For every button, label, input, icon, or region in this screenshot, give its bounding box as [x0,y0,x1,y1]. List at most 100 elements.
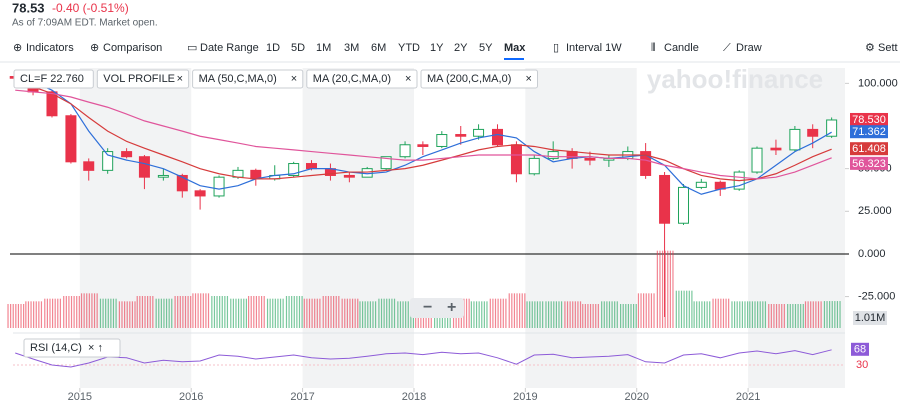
price-label: 78.530 [852,114,886,126]
volume-bar [102,298,104,328]
volume-bar [757,301,759,328]
candle-body [751,147,763,173]
chip-close[interactable]: × [177,73,183,85]
volume-bar [54,298,56,328]
toolbar-item[interactable]: 5Y [479,42,493,54]
volume-bar [27,301,30,328]
chip-close[interactable]: × [405,73,411,85]
volume-bar [44,298,46,328]
volume-bar [497,298,499,328]
volume-bar [110,298,112,328]
candle-body [46,91,58,117]
volume-bar [80,293,83,328]
chip[interactable] [420,69,538,89]
volume-bar [667,250,669,328]
candle-body [528,157,540,175]
price-label: 56.323 [852,158,886,170]
toolbar-item[interactable]: Date Range [200,42,259,54]
chip[interactable] [306,69,418,89]
volume-bar [751,301,754,328]
candle-body [695,181,707,188]
volume-bar [200,293,202,328]
volume-bar [521,293,523,328]
chip-close[interactable]: × [291,73,297,85]
volume-bar [519,293,521,328]
zoom-buttons[interactable] [410,298,464,318]
chip-label: VOL PROFILE [103,73,175,85]
volume-bar [158,298,160,328]
chip[interactable] [96,69,190,89]
volume-bar [134,301,136,328]
volume-bar [797,304,799,328]
toolbar-icon: ▭ [187,42,197,54]
chip[interactable] [192,69,304,89]
volume-bar [207,293,210,328]
volume-bar [30,301,32,328]
zoom-out[interactable]: − [423,299,432,316]
volume-bar [839,301,841,328]
volume-bar [669,250,671,328]
volume-bar [620,304,622,328]
candle-body [678,186,690,224]
volume-bar [736,301,738,328]
toolbar-item[interactable]: Candle [664,42,699,54]
candle-body [194,190,206,197]
volume-bar [589,304,592,328]
candle-body [157,174,169,178]
volume-bar [213,296,216,328]
volume-bar [693,301,695,328]
volume-bar [386,298,388,328]
volume-bar [112,298,115,328]
volume-bar [397,301,399,328]
chip-close[interactable]: × ↑ [88,342,103,354]
volume-bar [20,304,22,328]
chip[interactable] [13,69,94,89]
toolbar-item[interactable]: 1D [266,42,280,54]
toolbar-item[interactable]: Interval 1W [566,42,622,54]
toolbar-item[interactable]: 3M [344,42,359,54]
toolbar-item[interactable]: Draw [736,42,762,54]
volume-bar [511,293,513,328]
toolbar-item[interactable]: 1M [316,42,331,54]
volume-bar [86,293,88,328]
chip-close[interactable]: × [526,73,532,85]
candle-body [473,128,485,137]
volume-bar [625,304,627,328]
volume-bar [184,296,187,328]
volume-bar [640,293,642,328]
candle-body [380,156,392,170]
volume-bar [787,304,789,328]
x-tick-label: 2016 [179,391,203,403]
volume-bar [592,304,594,328]
volume-bar [269,298,271,328]
rsi-last-label: 68 [854,344,866,356]
candle-body [807,128,819,137]
toolbar-item[interactable]: Max [504,42,526,54]
volume-bar [468,298,470,328]
volume-bar [230,298,232,328]
volume-bar [391,298,393,328]
toolbar-item[interactable]: YTD [398,42,420,54]
toolbar-item[interactable]: 1Y [430,42,444,54]
zoom-in[interactable]: + [447,299,456,316]
volume-bar [802,304,804,328]
volume-bar [645,293,647,328]
volume-bar [131,301,134,328]
chip[interactable] [23,338,121,358]
volume-bar [616,301,618,328]
volume-bar [49,298,51,328]
toolbar-item[interactable]: Sett [878,42,898,54]
toolbar-item[interactable]: Comparison [103,42,162,54]
volume-bar [285,296,288,328]
volume-bar [489,298,491,328]
volume-bar [800,304,802,328]
volume-bar [664,250,666,328]
volume-bar [587,304,589,328]
volume-bar [550,301,552,328]
toolbar-item[interactable]: Indicators [26,42,74,54]
toolbar-item[interactable]: 6M [371,42,386,54]
volume-bar [46,298,48,328]
volume-bar [335,296,337,328]
toolbar-item[interactable]: 2Y [454,42,468,54]
toolbar-item[interactable]: 5D [291,42,305,54]
